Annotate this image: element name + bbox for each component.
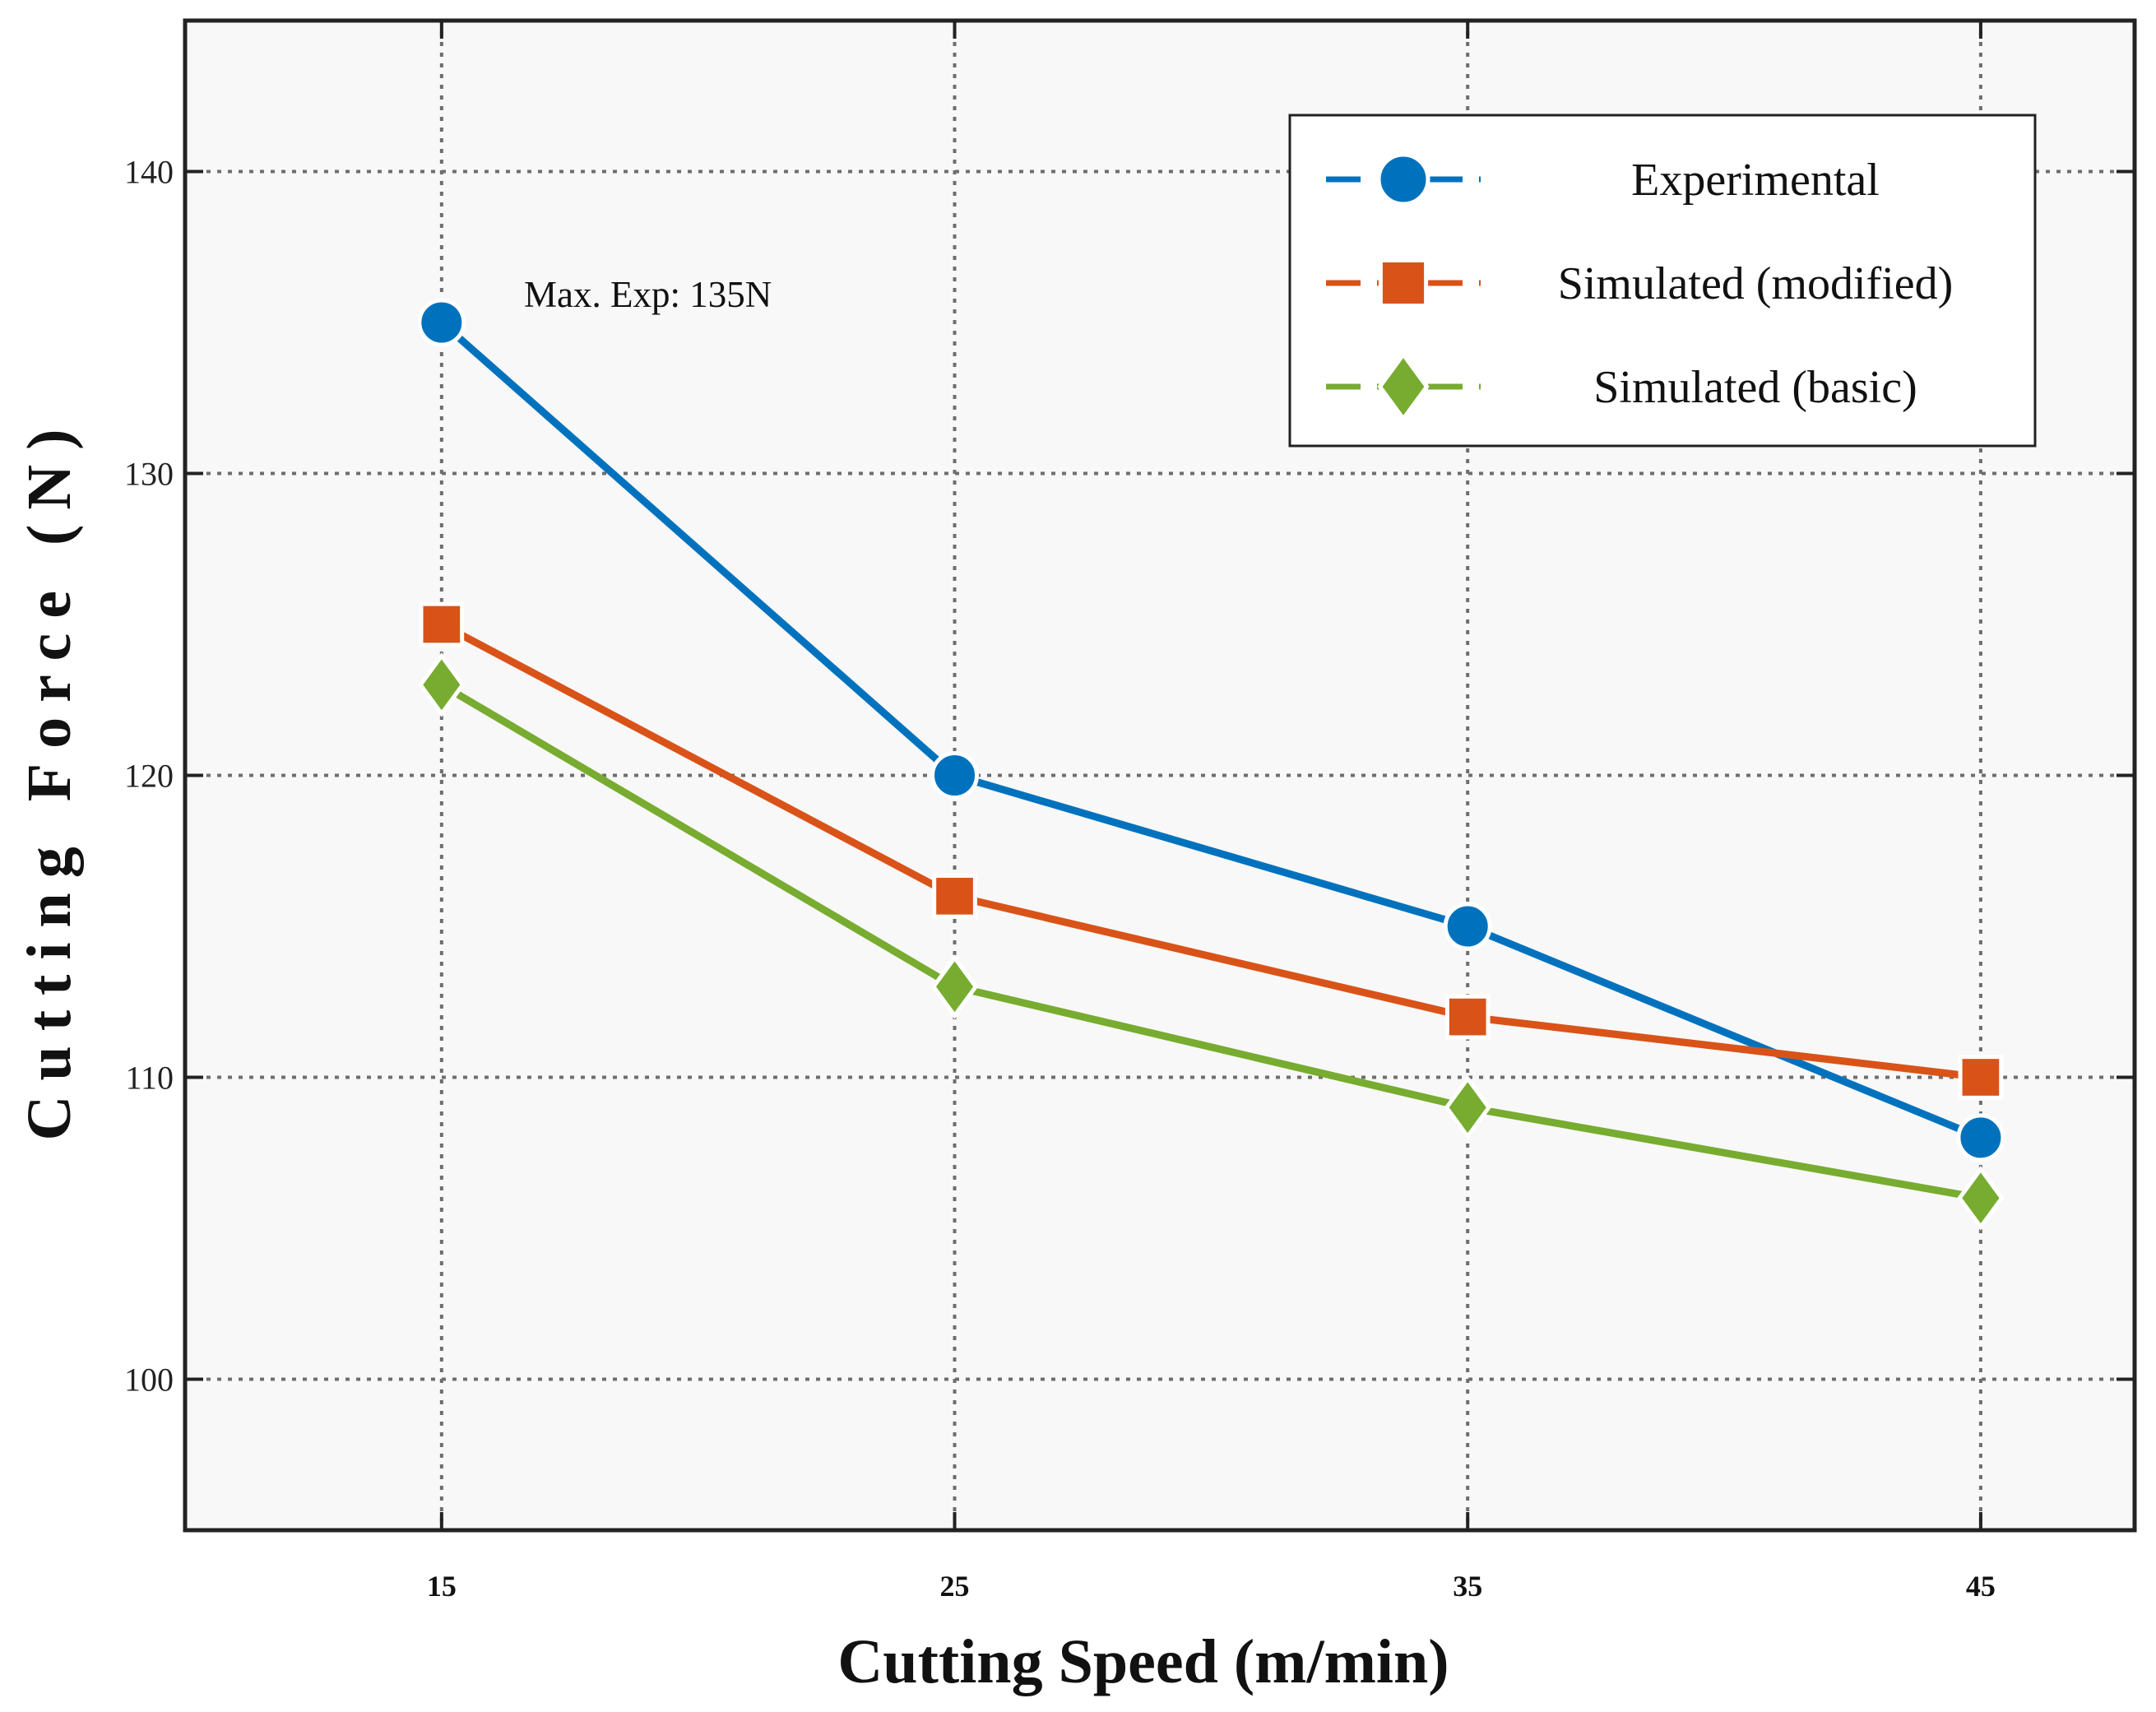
legend-label-0: Experimental [1631,155,1880,206]
data-point-0-1 [930,751,980,800]
y-tick-label: 110 [125,1060,174,1097]
data-point-0-2 [1443,902,1492,951]
data-point-2-1 [930,954,979,1019]
series-line-2 [439,681,1982,1202]
gridlines [185,21,2135,1530]
data-point-1-0 [419,601,465,647]
x-tick-label: 25 [940,1570,970,1603]
legend: Experimental Simulated (modified) Simulate… [1288,114,2037,448]
data-point-0-3 [1956,1113,2005,1162]
data-point-2-2 [1444,1074,1491,1140]
series-markers [417,298,2005,1231]
y-tick-label: 130 [124,456,174,493]
y-tick-label: 140 [124,154,174,191]
legend-marker-1 [1378,257,1429,309]
data-point-0-0 [417,298,466,347]
legend-marker-2 [1377,350,1430,423]
series-line-1 [439,621,1982,1081]
annotation-max-exp: Max. Exp: 135N [524,274,772,315]
legend-entries: Experimental Simulated (modified) Simulate… [1326,152,1954,423]
x-tick-label: 45 [1966,1570,1996,1603]
y-axis-ticks: 100 110 120 130 140 [124,154,2135,1399]
y-axis-title: Cutting Force (N) [15,415,84,1141]
x-tick-label: 35 [1453,1570,1482,1603]
x-tick-label: 15 [427,1570,457,1603]
x-axis-ticks: 15 25 35 45 [427,21,1996,1603]
y-tick-label: 120 [124,758,174,795]
series-lines [438,319,1982,1202]
data-point-1-2 [1444,994,1491,1040]
data-point-2-3 [1957,1165,2005,1231]
data-point-1-1 [932,873,977,919]
legend-label-2: Simulated (basic) [1593,362,1917,413]
legend-marker-0 [1376,152,1430,206]
legend-label-1: Simulated (modified) [1558,258,1954,309]
y-tick-label: 100 [124,1362,174,1399]
data-point-1-3 [1958,1055,2004,1100]
x-axis-title: Cutting Speed (m/min) [837,1627,1449,1696]
data-point-2-0 [418,652,466,717]
series-line-0 [438,319,1982,1142]
